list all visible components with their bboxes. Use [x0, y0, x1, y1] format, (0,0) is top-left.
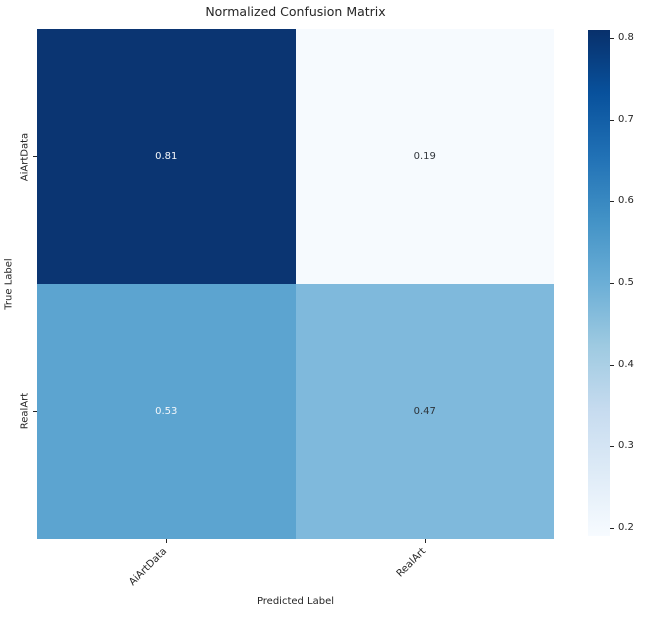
colorbar-tick-mark	[610, 201, 614, 203]
y-axis-label: True Label	[3, 258, 15, 310]
x-tick-label-realart: RealArt	[394, 546, 428, 580]
colorbar-tick-label: 0.2	[618, 522, 634, 533]
colorbar-tick-label: 0.6	[618, 195, 634, 206]
chart-title: Normalized Confusion Matrix	[205, 4, 386, 19]
x-tick-label-aiartdata: AiArtData	[126, 546, 169, 588]
colorbar-tick-mark	[610, 120, 614, 122]
y-tick-mark	[33, 156, 37, 158]
x-tick-mark	[425, 539, 427, 543]
cell-value: 0.19	[413, 151, 436, 162]
colorbar-tick-mark	[610, 528, 614, 530]
heatmap-cell-true-aiart-pred-aiart: 0.81	[37, 29, 296, 284]
colorbar-tick-label: 0.5	[618, 277, 634, 288]
y-tick-label-aiartdata: AiArtData	[19, 132, 31, 182]
heatmap-plot-area: 0.81 0.19 0.53 0.47	[37, 29, 554, 539]
cell-value: 0.81	[155, 151, 178, 162]
heatmap-cell-true-realart-pred-realart: 0.47	[295, 284, 554, 539]
cell-value: 0.53	[155, 406, 178, 417]
x-tick-mark	[166, 539, 168, 543]
colorbar-tick-label: 0.3	[618, 440, 634, 451]
heatmap-cell-true-aiart-pred-realart: 0.19	[295, 29, 554, 284]
colorbar-tick-mark	[610, 38, 614, 40]
heatmap-cell-true-realart-pred-aiart: 0.53	[37, 284, 296, 539]
x-axis-label: Predicted Label	[256, 596, 335, 607]
colorbar-tick-label: 0.8	[618, 32, 634, 43]
y-tick-mark	[33, 411, 37, 413]
colorbar-tick-mark	[610, 446, 614, 448]
cell-value: 0.47	[413, 406, 436, 417]
colorbar-tick-mark	[610, 283, 614, 285]
colorbar-gradient	[588, 30, 610, 536]
y-tick-label-realart: RealArt	[19, 392, 31, 430]
colorbar-tick-label: 0.7	[618, 114, 634, 125]
colorbar-tick-mark	[610, 365, 614, 367]
colorbar-tick-label: 0.4	[618, 359, 634, 370]
